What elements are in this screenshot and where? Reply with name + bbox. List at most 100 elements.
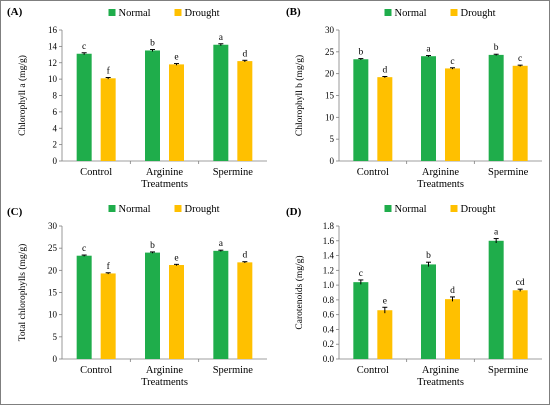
panel-label: (D) [286,206,302,218]
y-tick-label: 16 [48,25,58,35]
y-tick-label: 6 [53,107,58,117]
y-tick-label: 5 [330,134,335,144]
legend-label-normal: Normal [119,8,151,19]
x-axis-label: Treatments [417,377,464,388]
y-tick-label: 8 [53,91,58,101]
bar-normal-control [76,53,92,161]
y-tick-label: 25 [325,47,335,57]
legend-swatch-normal [384,205,392,212]
significance-letter: b [150,241,155,251]
y-tick-label: 0 [330,156,335,166]
legend-label-normal: Normal [395,8,427,19]
bar-drought-control [100,273,116,359]
bar-drought-spermine [512,65,528,161]
significance-letter: d [450,286,455,296]
y-tick-label: 15 [325,91,335,101]
y-tick-label: 0.8 [323,295,335,305]
bar-drought-spermine [237,61,253,161]
y-tick-label: 4 [53,123,58,133]
significance-letter: b [426,251,431,261]
legend-swatch-drought [174,205,182,212]
x-tick-label-arginine: Arginine [146,167,183,178]
x-axis-label: Treatments [141,377,188,388]
y-axis-label: Carotenoids (mg/g) [294,255,305,329]
significance-letter: b [358,48,363,58]
significance-letter: a [219,33,224,43]
y-tick-label: 5 [53,332,58,342]
chart-panel-2: (B) Normal Drought 0 5 10 15 20 25 30 Chlorophyll … [286,6,542,190]
x-tick-label-control: Control [357,167,389,178]
legend-label-normal: Normal [395,204,427,215]
bar-normal-control [76,255,92,359]
bar-normal-arginine [421,56,436,162]
y-tick-label: 15 [48,288,58,298]
y-tick-label: 14 [48,41,58,51]
legend-swatch-normal [384,9,392,16]
y-tick-label: 12 [48,58,57,68]
y-tick-label: 1.4 [323,251,335,261]
significance-letter: e [174,53,178,63]
x-tick-label-spermine: Spermine [488,365,529,376]
legend-label-drought: Drought [461,8,496,19]
y-tick-label: 0 [53,354,58,364]
bar-normal-spermine [488,54,504,161]
y-axis-label: Chlorophyll a (mg/g) [17,55,28,136]
bar-normal-control [353,59,369,161]
significance-letter: d [242,49,247,59]
significance-letter: c [450,57,454,67]
legend-label-normal: Normal [119,204,151,215]
bar-drought-control [377,310,393,359]
y-tick-label: 0 [53,156,58,166]
x-tick-label-arginine: Arginine [422,365,459,376]
significance-letter: d [242,251,247,261]
bar-normal-spermine [213,250,229,359]
legend-swatch-drought [450,9,458,16]
legend-swatch-drought [450,205,458,212]
y-tick-label: 10 [325,112,335,122]
chart-panel-4: (D) Normal Drought 0.0 0.2 0.4 0.6 0.8 1.0 1.2 1.4… [286,204,542,388]
bar-drought-arginine [169,64,184,161]
legend-label-drought: Drought [185,8,220,19]
legend-swatch-drought [174,9,182,16]
x-tick-label-control: Control [80,365,112,376]
chart-panel-1: (A) Normal Drought 0 2 4 6 8 10 12 14 16 Chlorophyll… [7,6,267,190]
y-tick-label: 1.6 [323,236,335,246]
bar-normal-spermine [488,240,504,359]
bar-drought-control [377,77,393,161]
bar-drought-arginine [445,299,460,359]
x-tick-label-control: Control [357,365,389,376]
y-tick-label: 30 [48,221,58,231]
y-tick-label: 1.0 [323,280,335,290]
significance-letter: a [219,239,224,249]
y-tick-label: 25 [48,243,58,253]
panel-label: (B) [286,6,301,18]
significance-letter: e [174,253,178,263]
y-tick-label: 20 [48,265,58,275]
significance-letter: cd [516,278,525,288]
x-tick-label-arginine: Arginine [146,365,183,376]
legend-swatch-normal [108,205,116,212]
legend-label-drought: Drought [461,204,496,215]
x-tick-label-spermine: Spermine [213,167,254,178]
y-tick-label: 2 [53,140,58,150]
significance-letter: a [494,228,499,238]
y-tick-label: 1.2 [323,265,334,275]
significance-letter: c [359,269,363,279]
y-tick-label: 20 [325,69,335,79]
y-tick-label: 1.8 [323,221,335,231]
bar-normal-arginine [145,252,160,359]
significance-letter: b [150,38,155,48]
significance-letter: a [426,45,431,55]
y-tick-label: 0.4 [323,324,335,334]
significance-letter: b [494,43,499,53]
significance-letter: e [383,296,387,306]
bar-drought-spermine [237,262,253,359]
significance-letter: d [382,66,387,76]
x-axis-label: Treatments [417,179,464,190]
bar-normal-control [353,282,369,359]
panel-label: (A) [7,6,23,18]
y-tick-label: 0.2 [323,339,334,349]
y-axis-label: Total chlorophylls (mg/g) [17,244,28,342]
significance-letter: f [107,65,111,76]
